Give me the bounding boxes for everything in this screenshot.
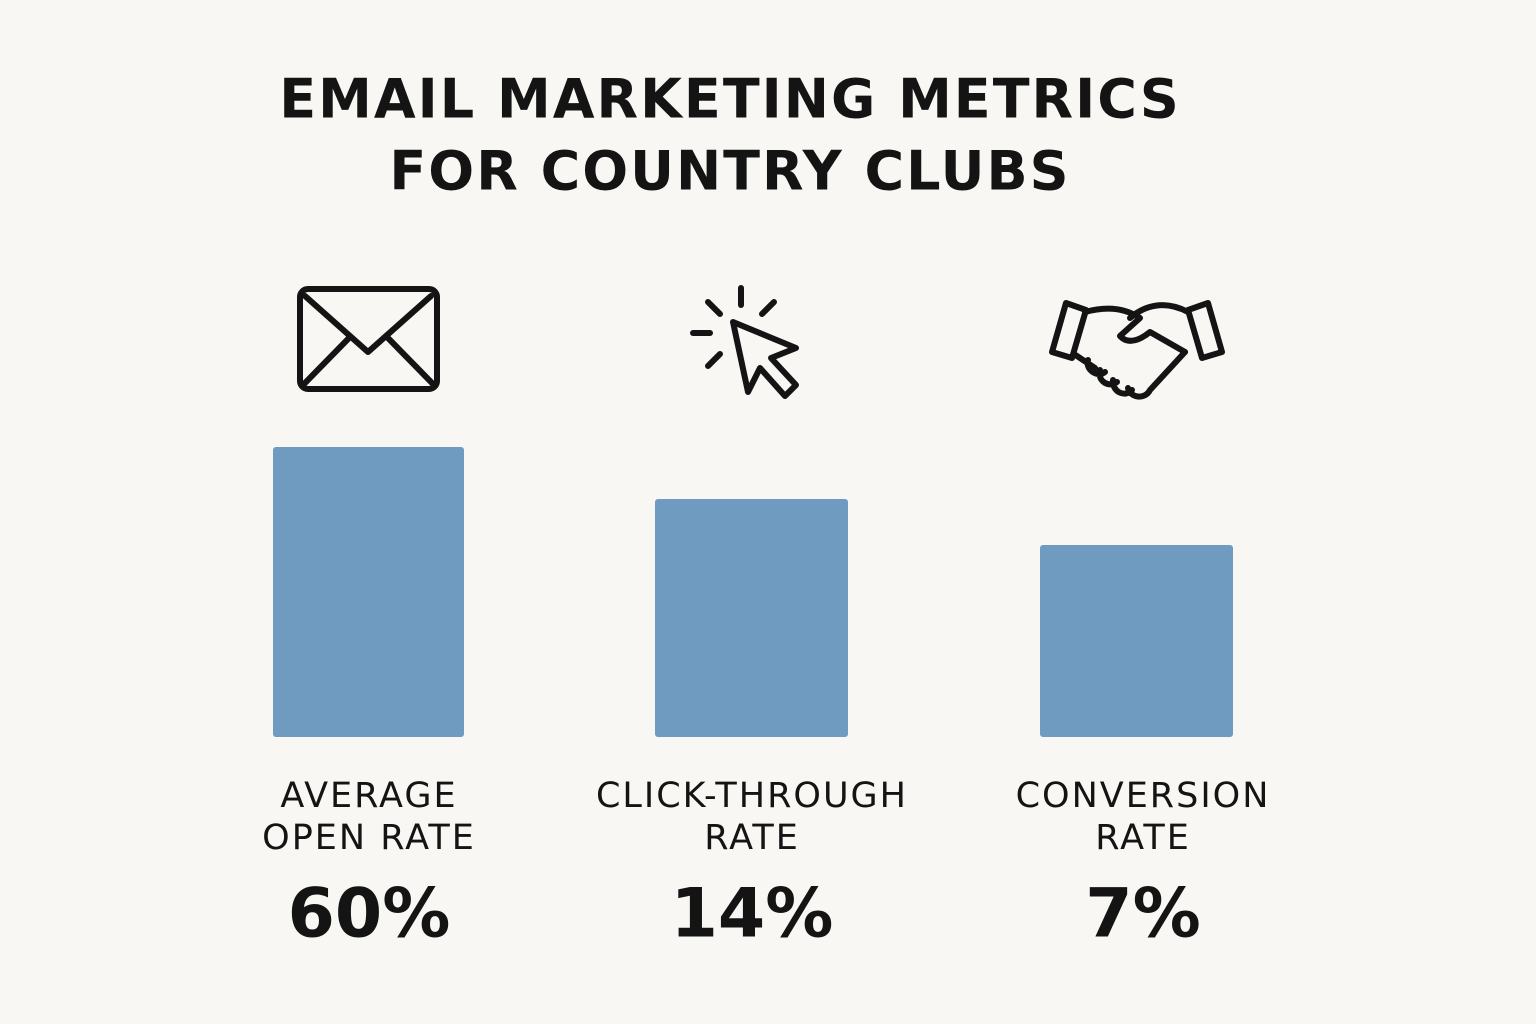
metric-label: OPEN RATE <box>262 818 476 858</box>
metric-label: RATE <box>704 818 800 858</box>
title-line: EMAIL MARKETING METRICS <box>279 68 1180 131</box>
metric-label: CLICK-THROUGH <box>596 776 908 816</box>
metric-label: CONVERSION <box>1016 776 1271 816</box>
metric-label: RATE <box>1095 818 1191 858</box>
bar <box>655 499 848 737</box>
bar <box>273 447 464 737</box>
cursor-icon <box>690 285 799 399</box>
bar <box>1040 545 1233 737</box>
envelope-icon <box>297 286 440 392</box>
metric-value: 14% <box>671 875 834 954</box>
metric-label: AVERAGE <box>280 776 457 816</box>
handshake-icon <box>1049 300 1225 400</box>
title-line: FOR COUNTRY CLUBS <box>389 140 1070 203</box>
metric-value: 7% <box>1085 875 1200 954</box>
metric-value: 60% <box>288 875 451 954</box>
